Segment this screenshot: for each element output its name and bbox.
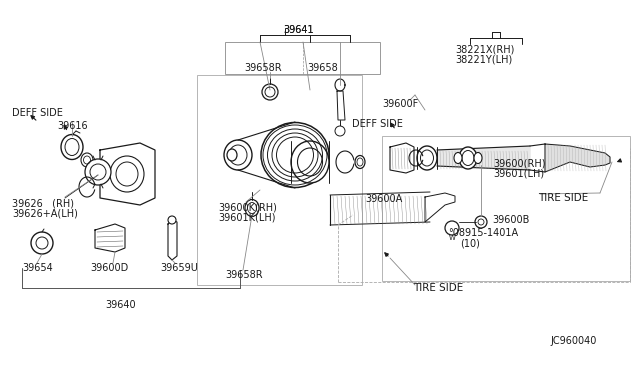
Polygon shape [425, 193, 455, 222]
Circle shape [31, 232, 53, 254]
Ellipse shape [81, 153, 93, 167]
Ellipse shape [291, 141, 329, 183]
Text: TIRE SIDE: TIRE SIDE [538, 193, 588, 203]
Bar [197, 75, 362, 285]
Text: 39640: 39640 [105, 300, 136, 310]
Text: °08915-1401A: °08915-1401A [448, 228, 518, 238]
Circle shape [262, 84, 278, 100]
Text: 39659U: 39659U [160, 263, 198, 273]
Text: 38221Y(LH): 38221Y(LH) [455, 54, 512, 64]
Text: 39600(RH): 39600(RH) [493, 158, 545, 168]
Polygon shape [100, 143, 155, 205]
Polygon shape [337, 91, 345, 120]
Text: 39600D: 39600D [90, 263, 128, 273]
Text: 39600B: 39600B [492, 215, 529, 225]
Ellipse shape [61, 135, 83, 160]
Ellipse shape [417, 146, 437, 170]
Ellipse shape [110, 156, 144, 192]
Ellipse shape [355, 155, 365, 169]
Text: 39641: 39641 [283, 25, 314, 35]
Polygon shape [437, 146, 530, 170]
Text: 39641: 39641 [283, 25, 314, 35]
Circle shape [445, 221, 459, 235]
Text: DEFF SIDE: DEFF SIDE [12, 108, 63, 118]
Ellipse shape [474, 153, 482, 164]
Text: 39600A: 39600A [365, 194, 403, 204]
Bar [225, 42, 380, 74]
Text: 39658R: 39658R [244, 63, 282, 73]
Text: 39654: 39654 [22, 263, 52, 273]
Circle shape [168, 216, 176, 224]
Text: W: W [449, 235, 456, 241]
Text: 39600F: 39600F [382, 99, 419, 109]
Text: 39658R: 39658R [225, 270, 262, 280]
Text: 39616: 39616 [57, 121, 88, 131]
Circle shape [335, 126, 345, 136]
Polygon shape [390, 143, 414, 173]
Ellipse shape [261, 122, 329, 187]
Text: DEFF SIDE: DEFF SIDE [352, 119, 403, 129]
Text: 39601(LH): 39601(LH) [493, 168, 544, 178]
Text: 39626   (RH): 39626 (RH) [12, 198, 74, 208]
Polygon shape [335, 79, 345, 91]
Text: TIRE SIDE: TIRE SIDE [413, 283, 463, 293]
Text: JC960040: JC960040 [550, 336, 596, 346]
Text: (10): (10) [460, 238, 480, 248]
Text: 39600K(RH): 39600K(RH) [218, 202, 277, 212]
Text: 39601K(LH): 39601K(LH) [218, 212, 275, 222]
Ellipse shape [224, 140, 252, 170]
Text: 38221X(RH): 38221X(RH) [455, 44, 515, 54]
Bar [382, 136, 630, 281]
Ellipse shape [454, 153, 462, 164]
Ellipse shape [227, 149, 237, 161]
Circle shape [475, 216, 487, 228]
Ellipse shape [459, 147, 477, 169]
Polygon shape [168, 220, 177, 260]
Text: 39658: 39658 [307, 63, 338, 73]
Polygon shape [95, 224, 125, 252]
Text: 39626+A(LH): 39626+A(LH) [12, 208, 78, 218]
Ellipse shape [245, 199, 259, 217]
Circle shape [85, 159, 111, 185]
Polygon shape [545, 144, 610, 172]
